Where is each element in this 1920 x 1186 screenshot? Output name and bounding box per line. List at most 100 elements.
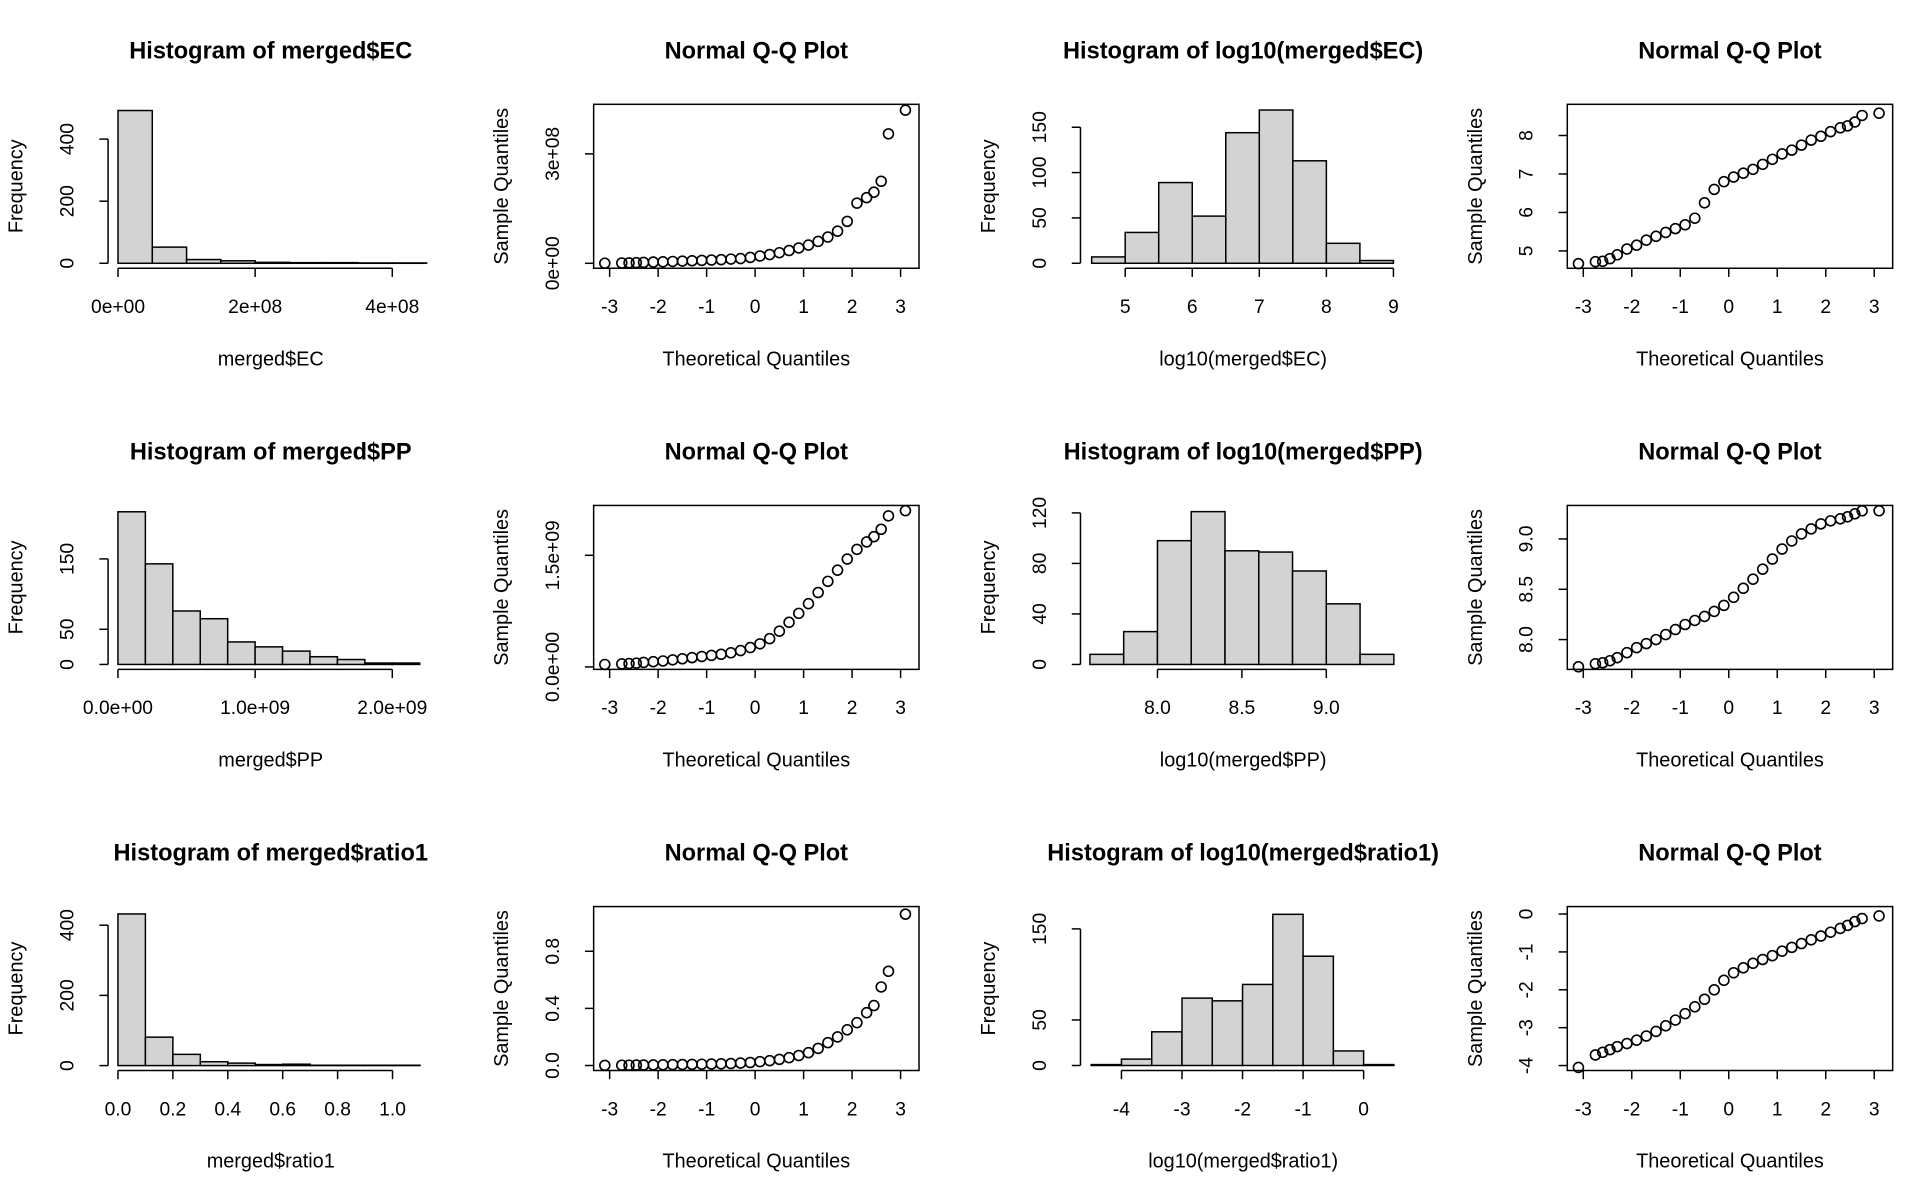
- y-tick-label: 80: [1030, 553, 1051, 574]
- point: [1718, 175, 1730, 188]
- point: [696, 1058, 708, 1070]
- x-tick-label: -3: [1575, 297, 1592, 318]
- panel: Histogram of log10(merged$PP) log10(merge…: [978, 439, 1423, 772]
- point: [899, 504, 912, 517]
- point: [841, 553, 854, 565]
- point: [841, 1024, 854, 1036]
- bar: [1120, 1058, 1153, 1067]
- point: [1611, 651, 1624, 664]
- x-tick-label: 0.0e+00: [83, 698, 153, 719]
- y-axis-label: Frequency: [978, 139, 1000, 233]
- bar: [1225, 131, 1261, 265]
- plot-box: [1566, 103, 1894, 269]
- point: [1604, 654, 1616, 667]
- point: [1630, 641, 1643, 654]
- point: [666, 1058, 679, 1071]
- bar: [1325, 603, 1361, 666]
- x-tick-label: 1.0e+09: [220, 698, 290, 719]
- point: [1815, 130, 1827, 143]
- point: [1747, 573, 1759, 585]
- x-tick-label: 1: [1772, 297, 1783, 318]
- point: [1611, 249, 1624, 261]
- panel-title: Normal Q-Q Plot: [665, 840, 849, 866]
- point: [637, 656, 650, 669]
- y-tick-label: 50: [1030, 207, 1051, 228]
- panel: Histogram of merged$PP merged$PP Frequency…: [6, 439, 428, 772]
- point: [686, 254, 698, 267]
- point: [1824, 125, 1837, 138]
- panel: Histogram of merged$ratio1 merged$ratio1 F…: [6, 840, 428, 1173]
- y-tick-label: 100: [1030, 157, 1051, 189]
- point: [773, 625, 786, 637]
- y-tick-label: 150: [1030, 111, 1051, 143]
- point: [1737, 962, 1750, 974]
- x-tick-label: 2: [1820, 297, 1831, 318]
- point: [1747, 957, 1759, 970]
- y-axis-label: Frequency: [6, 942, 28, 1036]
- bar: [1211, 1000, 1244, 1067]
- point: [676, 652, 689, 665]
- x-axis-label: log10(merged$ratio1): [1148, 1151, 1338, 1173]
- x-axis-label: Theoretical Quantiles: [1636, 348, 1824, 370]
- point: [1824, 515, 1837, 527]
- y-tick-label: 200: [57, 979, 78, 1011]
- panel: Normal Q-Q Plot Theoretical Quantiles Samp…: [1465, 840, 1894, 1173]
- x-tick-label: -2: [650, 1099, 667, 1120]
- panel: Normal Q-Q Plot Theoretical Quantiles Samp…: [1465, 37, 1894, 370]
- y-tick-label: 0.0e+00: [543, 632, 564, 702]
- plot-box: [1566, 905, 1894, 1072]
- point: [1698, 197, 1711, 209]
- point: [744, 251, 757, 264]
- y-tick-label: 1.5e+09: [543, 520, 564, 590]
- point: [1698, 993, 1711, 1006]
- point: [715, 648, 727, 661]
- point: [1737, 167, 1750, 179]
- panel-title: Normal Q-Q Plot: [665, 37, 849, 63]
- point: [1834, 513, 1847, 525]
- point: [1589, 1049, 1602, 1061]
- y-tick-label: 8: [1517, 130, 1538, 141]
- point: [812, 235, 824, 248]
- point: [725, 1057, 737, 1070]
- x-tick-label: 9.0: [1313, 698, 1340, 719]
- x-tick-label: 1: [798, 698, 809, 719]
- point: [783, 244, 795, 257]
- bar: [1157, 181, 1193, 265]
- point: [1718, 974, 1730, 987]
- point: [1630, 1034, 1643, 1046]
- x-axis-label: Theoretical Quantiles: [1636, 750, 1824, 772]
- x-tick-label: 0.6: [269, 1099, 296, 1120]
- bar: [1292, 160, 1328, 265]
- x-tick-label: -1: [1295, 1099, 1312, 1120]
- x-tick-label: 0: [1358, 1099, 1369, 1120]
- point: [1856, 912, 1868, 925]
- x-tick-label: -1: [1672, 297, 1689, 318]
- point: [630, 657, 643, 669]
- panel: Normal Q-Q Plot Theoretical Quantiles Samp…: [1465, 439, 1894, 772]
- bar: [227, 1062, 256, 1067]
- plot-box: [592, 504, 920, 671]
- point: [676, 255, 689, 267]
- point: [637, 1059, 650, 1071]
- point: [822, 575, 834, 588]
- x-axis-label: merged$PP: [218, 750, 323, 772]
- x-tick-label: 8.5: [1229, 698, 1256, 719]
- bar: [1325, 242, 1361, 265]
- point: [1708, 605, 1720, 618]
- point: [1873, 107, 1885, 119]
- point: [1596, 255, 1609, 268]
- point: [686, 651, 698, 664]
- point: [1766, 153, 1779, 166]
- x-tick-label: 1.0: [379, 1099, 406, 1120]
- panel-title: Histogram of merged$ratio1: [114, 840, 428, 866]
- bar: [117, 913, 147, 1067]
- point: [1841, 511, 1854, 523]
- point: [1776, 945, 1788, 957]
- point: [686, 1058, 698, 1071]
- x-tick-label: 3: [895, 297, 906, 318]
- y-tick-label: 0: [1030, 659, 1051, 670]
- y-tick-label: 8.0: [1517, 626, 1538, 653]
- bar: [172, 610, 201, 666]
- point: [1640, 637, 1653, 650]
- bar: [199, 1060, 229, 1067]
